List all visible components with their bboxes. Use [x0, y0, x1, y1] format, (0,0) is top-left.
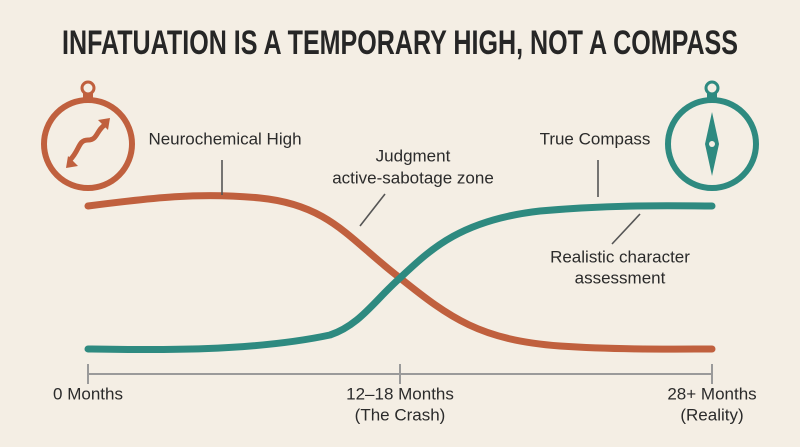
timeline-label: 0 Months — [53, 384, 123, 403]
timeline-label: 28+ Months — [667, 384, 756, 403]
annotation-line: Realistic character — [550, 247, 690, 266]
infatuation-compass-icon — [41, 80, 135, 191]
annotation-line: assessment — [575, 268, 666, 287]
true-compass-icon — [665, 80, 759, 191]
curve-label: True Compass — [540, 129, 651, 148]
timeline-sublabel: (Reality) — [680, 405, 743, 424]
timeline-sublabel: (The Crash) — [355, 405, 446, 424]
annotation-line: active-sabotage zone — [332, 168, 494, 187]
leader-line — [611, 213, 641, 245]
curve-label: Neurochemical High — [148, 129, 301, 148]
annotation-line: Judgment — [376, 146, 451, 165]
leader-line — [359, 193, 386, 227]
compass-curve — [84, 202, 716, 354]
timeline-label: 12–18 Months — [346, 384, 454, 403]
title: INFATUATION IS A TEMPORARY HIGH, NOT A C… — [62, 24, 738, 62]
